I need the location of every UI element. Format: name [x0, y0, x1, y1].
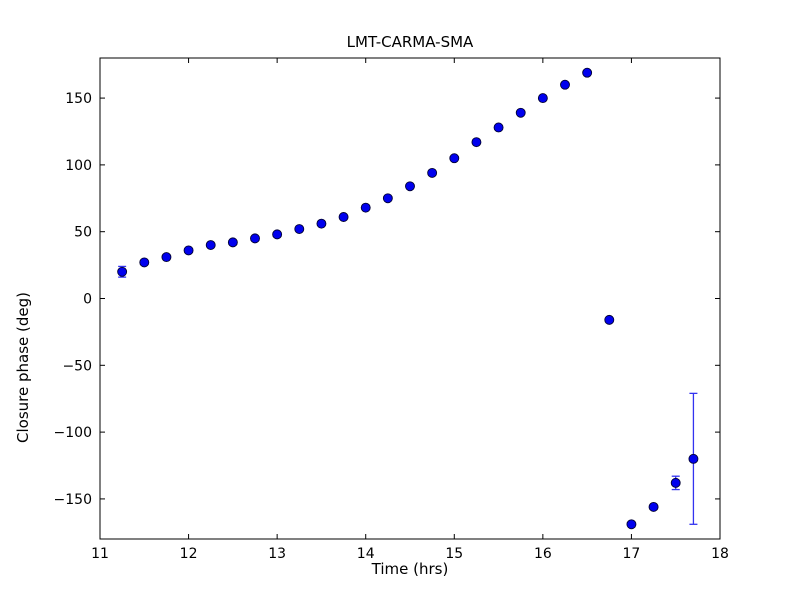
- data-point: [493, 122, 504, 133]
- data-point: [338, 212, 349, 222]
- data-point: [205, 240, 216, 251]
- data-point: [272, 229, 283, 240]
- data-point: [139, 257, 150, 268]
- y-tick-label: −50: [62, 358, 92, 374]
- y-tick-label: 0: [83, 292, 92, 308]
- x-tick-label: 15: [445, 546, 463, 562]
- data-point: [316, 218, 327, 229]
- x-tick-label: 11: [91, 546, 109, 562]
- x-tick-label: 12: [180, 546, 198, 562]
- data-point: [582, 67, 593, 78]
- data-point: [360, 202, 371, 213]
- data-point: [604, 314, 615, 325]
- data-point: [471, 137, 482, 148]
- data-point: [227, 237, 238, 248]
- data-point: [427, 167, 438, 178]
- data-point: [117, 266, 128, 277]
- y-tick-label: −150: [54, 492, 92, 508]
- x-axis-label: Time (hrs): [371, 560, 449, 578]
- data-point: [449, 153, 460, 164]
- data-point: [560, 79, 570, 90]
- data-point: [537, 93, 548, 104]
- data-point: [648, 501, 659, 512]
- y-tick-label: 100: [65, 158, 92, 174]
- x-tick-label: 17: [623, 546, 641, 562]
- data-point: [161, 252, 172, 263]
- y-axis-label-text: Closure phase (deg): [14, 291, 32, 443]
- x-tick-label: 16: [534, 546, 552, 562]
- y-tick-label: −100: [54, 425, 92, 441]
- plot-frame: [99, 57, 721, 540]
- chart-title: LMT-CARMA-SMA: [346, 33, 474, 51]
- x-tick-label: 13: [268, 546, 286, 562]
- data-point: [294, 224, 305, 234]
- y-tick-label: 50: [74, 225, 92, 241]
- x-tick-label: 14: [357, 546, 375, 562]
- data-point: [688, 453, 699, 464]
- data-point: [405, 181, 415, 192]
- x-tick-label: 18: [711, 546, 729, 562]
- data-point: [515, 107, 526, 118]
- data-point: [670, 477, 681, 488]
- data-point: [382, 193, 393, 204]
- data-point: [183, 245, 194, 256]
- data-point: [250, 233, 260, 244]
- data-point: [626, 519, 637, 530]
- y-tick-label: 150: [65, 91, 92, 107]
